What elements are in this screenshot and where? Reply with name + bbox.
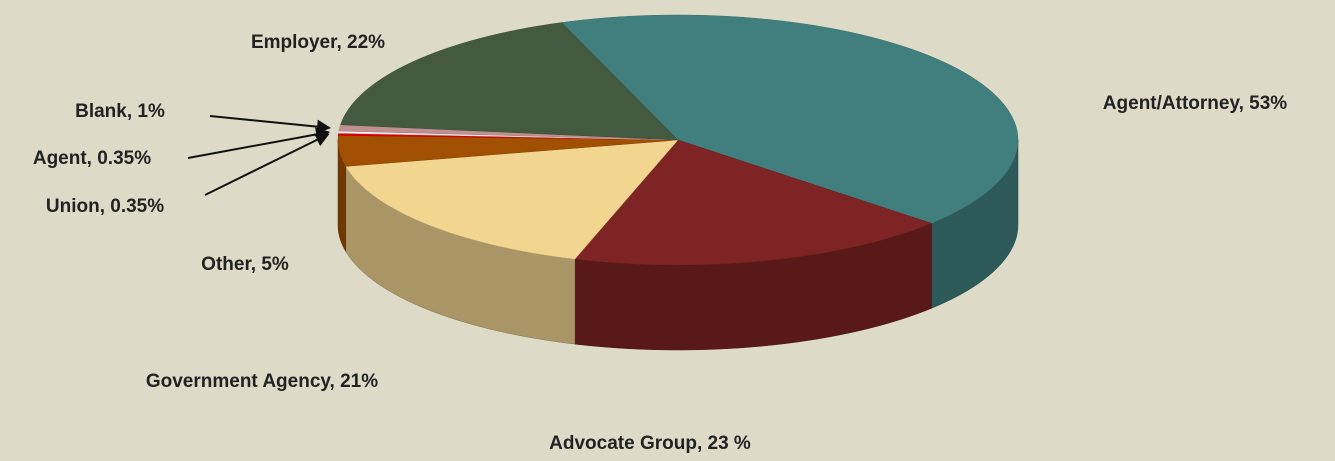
slice: [574, 139, 933, 266]
slice: [561, 14, 1019, 224]
data-label: Other, 5%: [201, 254, 289, 275]
leader-arrow: [204, 133, 330, 196]
data-label: Employer, 22%: [251, 32, 385, 53]
data-label: Agent, 0.35%: [33, 148, 151, 169]
slice: [337, 135, 679, 167]
data-label: Union, 0.35%: [46, 196, 164, 217]
data-label: Agent/Attorney, 53%: [1103, 93, 1288, 114]
data-label: Advocate Group, 23 %: [549, 433, 751, 454]
slice: [340, 22, 679, 141]
data-label: Blank, 1%: [75, 101, 165, 122]
slice: [345, 139, 679, 260]
leader-arrow: [209, 115, 331, 134]
data-label: Government Agency, 21%: [146, 371, 378, 392]
leader-arrow: [187, 127, 331, 159]
